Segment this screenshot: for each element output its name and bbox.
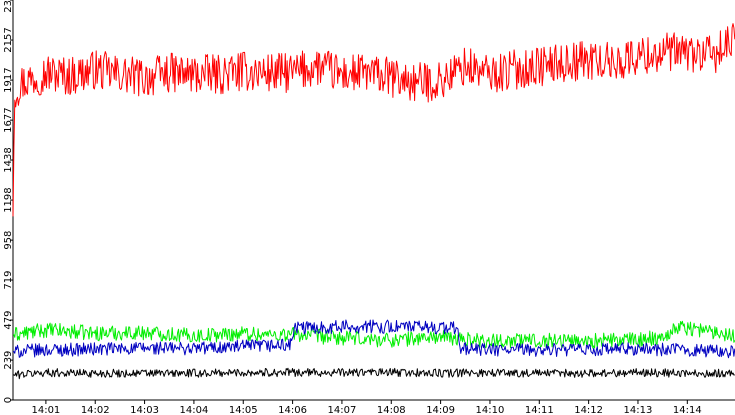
y-tick-label: 479 bbox=[3, 311, 14, 330]
x-tick-label: 14:02 bbox=[81, 405, 110, 415]
y-tick-label: 719 bbox=[3, 270, 14, 289]
x-tick-label: 14:13 bbox=[624, 405, 653, 415]
x-tick-label: 14:08 bbox=[377, 405, 406, 415]
y-tick-label: 2157 bbox=[3, 27, 14, 52]
y-tick-label: 1677 bbox=[3, 107, 14, 132]
series-line-4 bbox=[12, 367, 735, 380]
x-tick-label: 14:05 bbox=[229, 405, 258, 415]
y-tick-label: 239 bbox=[3, 351, 14, 370]
series-line-2 bbox=[12, 320, 735, 349]
x-tick-label: 14:03 bbox=[130, 405, 159, 415]
y-tick-label: 958 bbox=[3, 231, 14, 250]
x-tick-label: 14:11 bbox=[525, 405, 554, 415]
x-tick-label: 14:09 bbox=[426, 405, 455, 415]
x-tick-label: 14:10 bbox=[476, 405, 505, 415]
x-tick-label: 14:12 bbox=[574, 405, 603, 415]
y-tick-label: 0 bbox=[3, 397, 14, 403]
x-tick-label: 14:04 bbox=[179, 405, 208, 415]
series-line-3 bbox=[13, 319, 735, 359]
series-line-1 bbox=[12, 23, 735, 217]
x-tick-label: 14:07 bbox=[328, 405, 357, 415]
plot-area bbox=[12, 23, 735, 380]
y-axis: 0 239 479 719 958 1198 1438 1677 1917 2157 2397 bbox=[3, 0, 14, 403]
y-tick-label: 1917 bbox=[3, 67, 14, 92]
y-tick-label: 2397 bbox=[3, 0, 14, 13]
x-tick-label: 14:06 bbox=[278, 405, 307, 415]
x-axis: 14:01 14:02 14:03 14:04 14:05 14:06 14:07 14:08… bbox=[13, 399, 735, 415]
x-tick-label: 14:01 bbox=[31, 405, 60, 415]
x-tick-label: 14:14 bbox=[673, 405, 702, 415]
y-tick-label: 1198 bbox=[3, 187, 14, 212]
y-tick-label: 1438 bbox=[3, 147, 14, 172]
